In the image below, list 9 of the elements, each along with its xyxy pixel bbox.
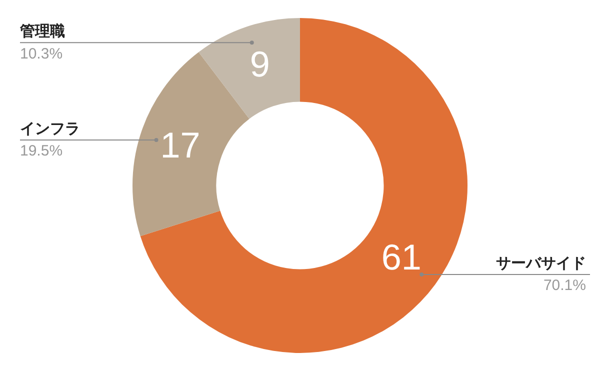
data-label: 61 [381,236,422,278]
text: 70.1% [543,277,586,294]
slice-label: インフラ [20,119,80,138]
data-label: 17 [160,124,200,166]
text: 10.3% [20,45,63,62]
text: 19.5% [20,142,63,160]
slice-label: 管理職 [19,22,65,40]
slice-label: サーバサイド [496,254,586,272]
data-label: 9 [250,43,270,84]
